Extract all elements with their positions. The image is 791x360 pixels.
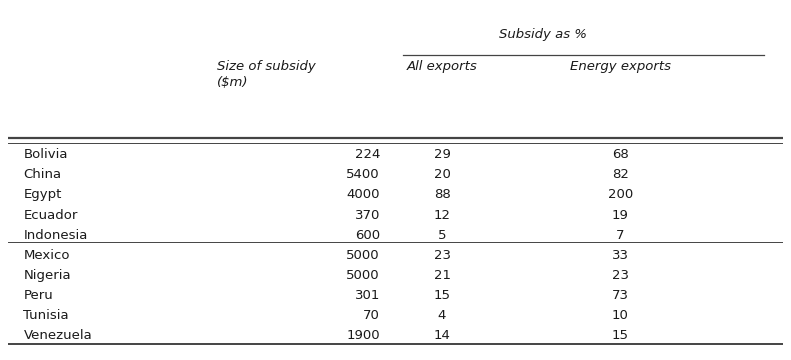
Text: Nigeria: Nigeria (24, 269, 71, 282)
Text: Energy exports: Energy exports (570, 60, 671, 73)
Text: Tunisia: Tunisia (24, 309, 69, 322)
Text: Indonesia: Indonesia (24, 229, 88, 242)
Text: Subsidy as %: Subsidy as % (499, 28, 587, 41)
Text: Bolivia: Bolivia (24, 148, 68, 161)
Text: 224: 224 (354, 148, 380, 161)
Text: 23: 23 (433, 249, 451, 262)
Text: Peru: Peru (24, 289, 53, 302)
Text: 5000: 5000 (346, 249, 380, 262)
Text: 12: 12 (433, 208, 451, 222)
Text: 301: 301 (354, 289, 380, 302)
Text: Venezuela: Venezuela (24, 329, 93, 342)
Text: 23: 23 (611, 269, 629, 282)
Text: 33: 33 (611, 249, 629, 262)
Text: 73: 73 (611, 289, 629, 302)
Text: 14: 14 (433, 329, 450, 342)
Text: 19: 19 (612, 208, 629, 222)
Text: 88: 88 (433, 189, 450, 202)
Text: 20: 20 (433, 168, 450, 181)
Text: 4: 4 (438, 309, 446, 322)
Text: China: China (24, 168, 62, 181)
Text: 5: 5 (437, 229, 446, 242)
Text: 15: 15 (433, 289, 451, 302)
Text: 82: 82 (612, 168, 629, 181)
Text: 68: 68 (612, 148, 629, 161)
Text: 15: 15 (611, 329, 629, 342)
Text: 600: 600 (355, 229, 380, 242)
Text: 4000: 4000 (346, 189, 380, 202)
Text: 70: 70 (363, 309, 380, 322)
Text: 29: 29 (433, 148, 450, 161)
Text: 200: 200 (607, 189, 633, 202)
Text: 1900: 1900 (346, 329, 380, 342)
Text: 370: 370 (354, 208, 380, 222)
Text: 7: 7 (616, 229, 625, 242)
Text: Egypt: Egypt (24, 189, 62, 202)
Text: 5400: 5400 (346, 168, 380, 181)
Text: Mexico: Mexico (24, 249, 70, 262)
Text: All exports: All exports (407, 60, 478, 73)
Text: 10: 10 (612, 309, 629, 322)
Text: Size of subsidy
($m): Size of subsidy ($m) (218, 60, 316, 89)
Text: 21: 21 (433, 269, 451, 282)
Text: 5000: 5000 (346, 269, 380, 282)
Text: Ecuador: Ecuador (24, 208, 78, 222)
